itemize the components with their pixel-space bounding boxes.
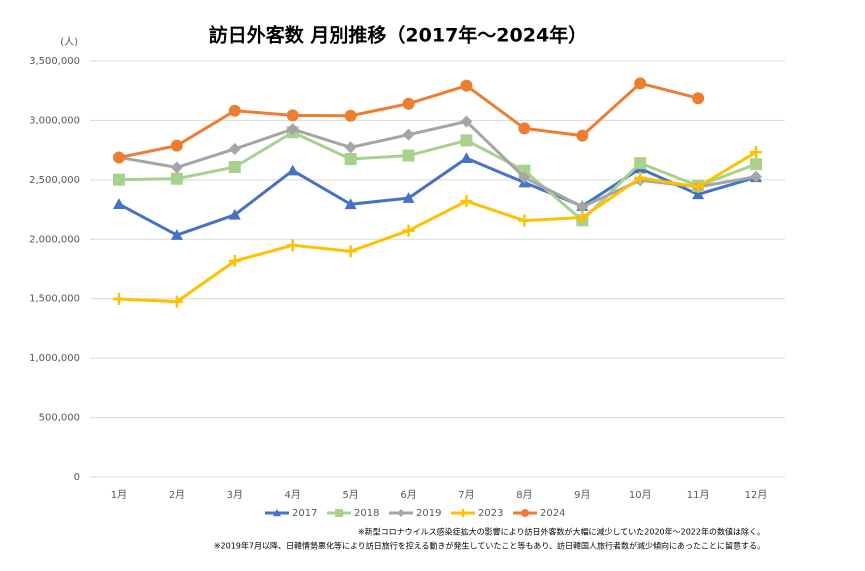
y-unit: (人) <box>60 36 78 48</box>
marker <box>170 229 183 240</box>
x-tick-label: 5月 <box>342 489 358 501</box>
marker <box>460 195 473 208</box>
marker <box>286 164 299 176</box>
marker <box>228 161 241 174</box>
marker <box>273 509 281 517</box>
marker <box>228 142 241 155</box>
marker <box>344 245 357 258</box>
legend-label: 2019 <box>416 508 441 519</box>
marker <box>750 158 763 171</box>
series-line <box>118 156 757 237</box>
marker <box>402 224 415 237</box>
marker <box>750 170 763 183</box>
note: ※新型コロナウイルス感染症拡大の影響により訪日外客数が大幅に減少していた2020… <box>358 527 765 537</box>
marker <box>112 198 125 209</box>
marker <box>402 149 415 162</box>
marker <box>112 151 125 164</box>
marker <box>344 153 357 166</box>
marker <box>344 141 357 154</box>
y-tick-label: 3,000,000 <box>29 115 80 126</box>
y-tick-label: 2,500,000 <box>29 175 80 186</box>
marker <box>112 293 125 306</box>
marker <box>692 180 705 193</box>
marker <box>170 295 183 308</box>
y-tick-label: 2,000,000 <box>29 234 80 245</box>
series-line <box>118 119 757 209</box>
marker <box>170 139 183 152</box>
y-tick-label: 0 <box>74 472 80 483</box>
marker <box>344 198 357 210</box>
marker <box>402 192 415 203</box>
x-tick-label: 6月 <box>400 489 416 501</box>
marker <box>634 171 647 184</box>
note: ※2019年7月以降、日韓情勢悪化等により訪日旅行を控える動きが発生していたこと… <box>214 541 765 551</box>
marker <box>518 171 531 184</box>
marker <box>112 173 125 186</box>
marker <box>634 77 647 90</box>
marker <box>460 115 473 128</box>
y-tick-label: 3,500,000 <box>29 56 80 67</box>
marker <box>460 134 473 147</box>
marker <box>170 172 183 185</box>
marker <box>750 146 763 159</box>
marker <box>286 239 299 252</box>
marker <box>344 109 357 122</box>
x-tick-label: 4月 <box>285 489 301 501</box>
marker <box>576 211 589 224</box>
marker <box>460 152 473 164</box>
series-line <box>118 130 757 222</box>
marker <box>402 128 415 141</box>
marker <box>521 509 529 517</box>
marker <box>397 509 405 517</box>
marker <box>228 104 241 117</box>
marker <box>335 509 343 517</box>
y-tick-label: 1,500,000 <box>29 294 80 305</box>
marker <box>576 200 589 213</box>
y-tick-label: 1,000,000 <box>29 353 80 364</box>
marker <box>692 92 705 105</box>
marker <box>692 188 705 200</box>
chart-title: 訪日外客数 月別推移（2017年～2024年） <box>209 24 587 47</box>
x-tick-label: 8月 <box>516 489 532 501</box>
legend-label: 2023 <box>478 508 503 519</box>
series-line <box>118 150 757 304</box>
marker <box>576 129 589 142</box>
x-tick-label: 10月 <box>629 489 652 501</box>
x-tick-label: 1月 <box>111 489 127 501</box>
x-tick-label: 11月 <box>687 489 710 501</box>
marker <box>459 509 467 517</box>
marker <box>228 254 241 267</box>
marker <box>518 214 531 227</box>
marker <box>170 161 183 174</box>
marker <box>228 208 241 220</box>
y-tick-label: 500,000 <box>39 413 80 424</box>
marker <box>460 79 473 92</box>
marker <box>402 97 415 110</box>
x-tick-label: 3月 <box>227 489 243 501</box>
marker <box>286 123 299 136</box>
x-tick-label: 7月 <box>458 489 474 501</box>
x-tick-label: 9月 <box>574 489 590 501</box>
marker <box>634 157 647 170</box>
marker <box>286 109 299 122</box>
x-tick-label: 2月 <box>169 489 185 501</box>
x-tick-label: 12月 <box>745 489 768 501</box>
legend-label: 2017 <box>292 508 317 519</box>
legend-label: 2024 <box>540 508 565 519</box>
marker <box>518 122 531 135</box>
legend-label: 2018 <box>354 508 379 519</box>
